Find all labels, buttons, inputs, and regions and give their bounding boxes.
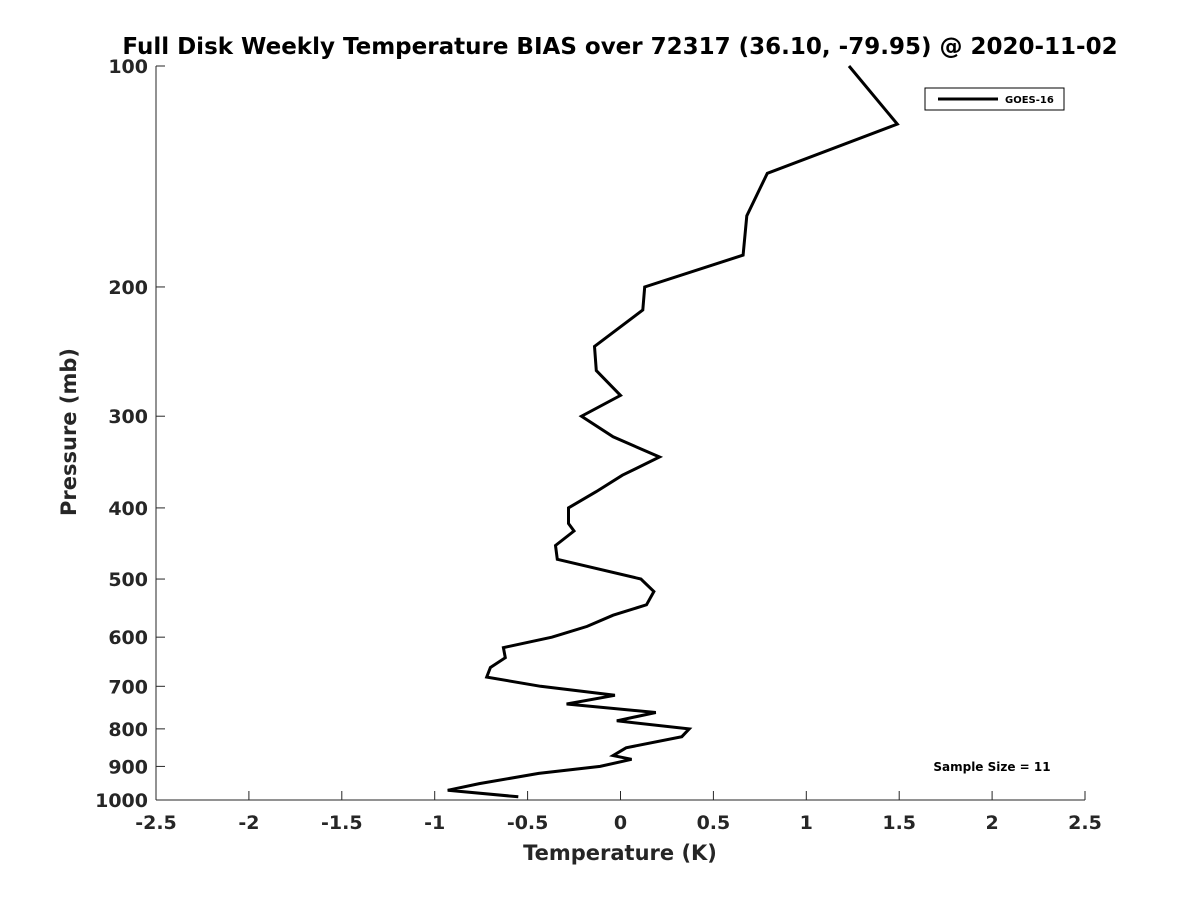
y-tick-label: 300: [108, 406, 148, 428]
x-axis-label: Temperature (K): [523, 841, 717, 865]
y-tick-label: 100: [108, 56, 148, 78]
chart-title: Full Disk Weekly Temperature BIAS over 7…: [122, 34, 1117, 60]
x-tick-label: 1: [800, 812, 813, 834]
x-tick-label: -2.5: [135, 812, 177, 834]
y-tick-label: 700: [108, 676, 148, 698]
x-tick-label: -1: [424, 812, 445, 834]
x-tick-label: 0: [614, 812, 627, 834]
x-ticks: -2.5 -2 -1.5 -1 -0.5 0 0.5 1 1.5 2 2.5: [135, 791, 1102, 834]
y-tick-label: 1000: [95, 790, 148, 812]
y-tick-label: 900: [108, 756, 148, 778]
x-tick-label: -1.5: [321, 812, 363, 834]
y-ticks: 100 200 300 400 500 600 700 800 900 1000: [95, 56, 165, 812]
y-axis-label: Pressure (mb): [57, 348, 81, 516]
sample-size-annotation: Sample Size = 11: [933, 760, 1050, 774]
x-tick-label: -2: [238, 812, 259, 834]
x-tick-label: 2: [985, 812, 998, 834]
y-tick-label: 200: [108, 277, 148, 299]
series-layer: [447, 65, 900, 799]
y-tick-label: 600: [108, 627, 148, 649]
legend-label: GOES-16: [1005, 95, 1054, 106]
y-tick-label: 800: [108, 719, 148, 741]
y-tick-label: 500: [108, 569, 148, 591]
x-tick-label: 0.5: [697, 812, 731, 834]
x-tick-label: 2.5: [1068, 812, 1102, 834]
x-tick-label: -0.5: [507, 812, 549, 834]
series-line-goes-16: [447, 65, 900, 799]
y-tick-label: 400: [108, 498, 148, 520]
legend: GOES-16: [924, 87, 1065, 111]
x-tick-label: 1.5: [882, 812, 916, 834]
